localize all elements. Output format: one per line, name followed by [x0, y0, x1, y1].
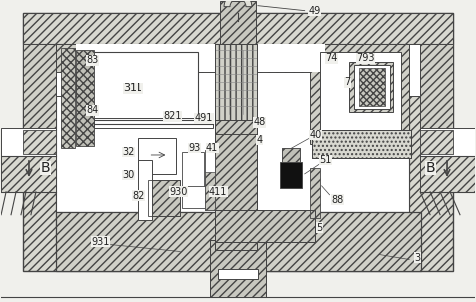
Bar [400, 44, 420, 96]
Bar [349, 63, 393, 112]
Bar [139, 138, 176, 174]
Bar [139, 160, 152, 220]
Text: B: B [41, 161, 50, 175]
Bar [182, 152, 204, 194]
Text: 411: 411 [209, 187, 227, 197]
Text: 491: 491 [195, 113, 213, 123]
Bar [220, 1, 256, 58]
Bar [420, 130, 453, 154]
Text: 3: 3 [414, 252, 420, 262]
Bar [61, 49, 75, 148]
Bar [312, 130, 411, 158]
Text: 41: 41 [206, 143, 218, 153]
Text: 93: 93 [188, 143, 200, 153]
Bar [218, 269, 258, 279]
Bar [1, 156, 56, 192]
Bar [1, 128, 56, 156]
Bar [224, 1, 252, 58]
Bar [23, 13, 453, 271]
Bar [215, 120, 257, 249]
Text: 931: 931 [91, 236, 110, 246]
Text: 5: 5 [317, 223, 323, 233]
Text: 74: 74 [326, 53, 338, 63]
Text: 31: 31 [123, 83, 138, 93]
Text: 32: 32 [122, 147, 135, 157]
Bar [56, 44, 409, 72]
Bar [23, 130, 56, 154]
Bar [310, 44, 409, 144]
Text: 31: 31 [129, 83, 142, 93]
Text: 821: 821 [163, 111, 181, 121]
Bar [56, 44, 76, 96]
Bar [282, 148, 300, 162]
Bar [312, 130, 411, 158]
Text: 88: 88 [331, 195, 344, 205]
Bar [56, 44, 409, 212]
Text: 48: 48 [254, 117, 266, 127]
Bar [215, 120, 257, 249]
Text: 930: 930 [169, 187, 188, 197]
Bar [56, 13, 409, 44]
Bar [94, 118, 213, 128]
Bar [420, 44, 453, 172]
Text: 30: 30 [122, 170, 135, 180]
Bar [310, 168, 319, 218]
Bar [215, 210, 315, 242]
Text: 793: 793 [356, 53, 375, 63]
Bar [23, 13, 453, 44]
Bar [56, 212, 421, 271]
Text: 49: 49 [308, 6, 321, 16]
Bar [359, 68, 385, 106]
Bar [210, 239, 266, 297]
Text: 7: 7 [344, 77, 351, 87]
Bar [149, 180, 180, 216]
Bar [56, 46, 409, 239]
Bar [282, 148, 300, 162]
Text: 84: 84 [86, 105, 99, 115]
Text: 51: 51 [319, 155, 332, 165]
Text: 4: 4 [257, 135, 263, 145]
Bar [355, 66, 390, 109]
Bar [215, 210, 315, 242]
Wedge shape [224, 0, 252, 7]
Bar [420, 156, 475, 192]
Bar [210, 239, 266, 297]
Text: 83: 83 [86, 56, 99, 66]
Bar [420, 128, 475, 156]
Bar [23, 44, 56, 172]
Text: 82: 82 [132, 191, 145, 201]
Bar [215, 44, 257, 134]
Bar [319, 53, 401, 134]
Text: B: B [426, 161, 435, 175]
Bar [56, 212, 421, 271]
Bar [76, 50, 94, 146]
Bar [205, 172, 215, 210]
Bar [280, 162, 302, 188]
Text: 40: 40 [309, 130, 322, 140]
Bar [76, 44, 325, 72]
Bar [182, 186, 214, 208]
Bar [205, 150, 215, 210]
Bar [215, 44, 257, 134]
Bar [149, 180, 180, 216]
Bar [81, 53, 198, 124]
